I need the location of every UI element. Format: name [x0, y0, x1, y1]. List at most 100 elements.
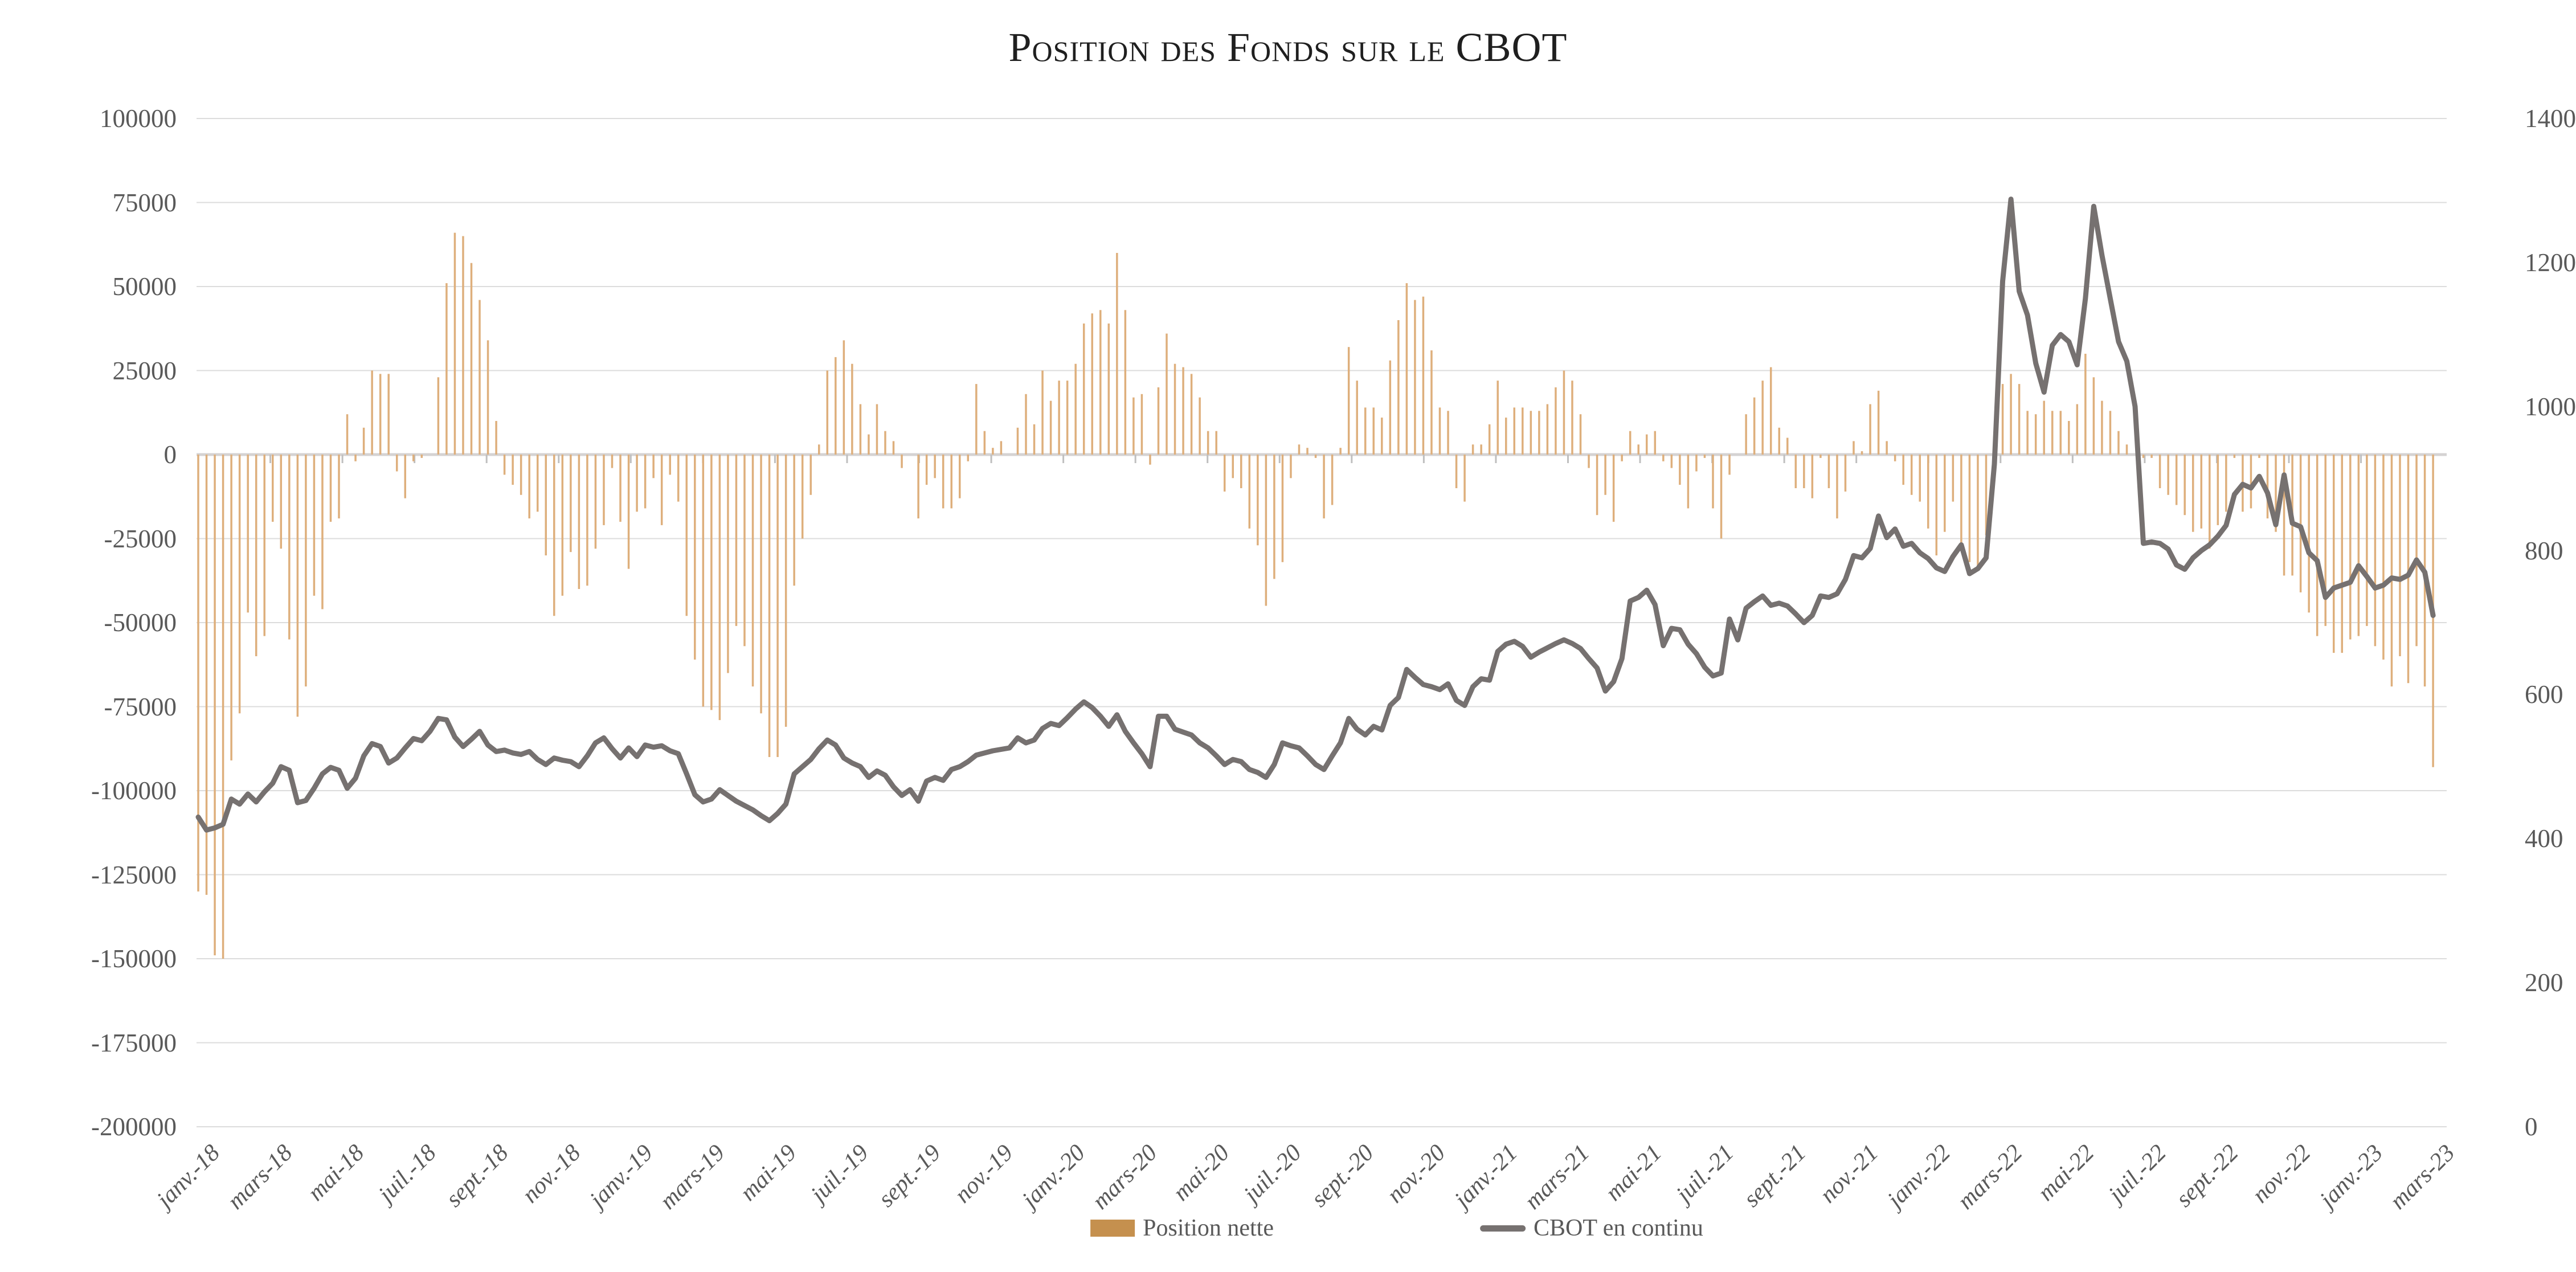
left-axis-tick-label: 75000	[112, 188, 177, 217]
bar-position-nette	[1546, 404, 1549, 455]
bar-position-nette	[2158, 455, 2161, 488]
bar-position-nette	[2258, 455, 2260, 458]
bar-position-nette	[1952, 455, 1955, 502]
bar-position-nette	[1157, 387, 1160, 455]
bar-position-nette	[868, 434, 870, 455]
right-axis-tick-label: 400	[2525, 824, 2563, 853]
bar-position-nette	[2001, 384, 2004, 455]
bar-position-nette	[1555, 387, 1557, 455]
bar-position-nette	[975, 384, 978, 455]
bar-position-nette	[1298, 444, 1301, 455]
bar-position-nette	[470, 263, 473, 455]
bar-position-nette	[1124, 310, 1127, 455]
left-axis-tick-label: -100000	[91, 776, 177, 805]
bar-position-nette	[801, 455, 804, 539]
bar-position-nette	[1323, 455, 1325, 519]
bar-position-nette	[553, 455, 555, 616]
bar-position-nette	[1588, 455, 1590, 468]
bar-position-nette	[2332, 455, 2335, 653]
bar-position-nette	[2018, 384, 2021, 455]
bar-position-nette	[2382, 455, 2385, 660]
x-axis-tick	[1567, 455, 1569, 463]
bar-position-nette	[545, 455, 547, 555]
bar-position-nette	[1240, 455, 1242, 488]
bar-position-nette	[1107, 323, 1110, 455]
bar-position-nette	[1389, 360, 1392, 455]
bar-position-nette	[296, 455, 299, 717]
bar-position-nette	[1504, 418, 1507, 455]
bar-position-nette	[2167, 455, 2169, 495]
bar-position-nette	[1596, 455, 1598, 516]
bar-position-nette	[1074, 363, 1077, 455]
right-axis-tick-label: 1200	[2525, 248, 2576, 277]
bar-position-nette	[2191, 455, 2194, 532]
bar-position-nette	[710, 455, 713, 710]
bar-position-nette	[1662, 455, 1665, 461]
bar-position-nette	[1571, 381, 1573, 455]
x-axis-tick	[990, 455, 992, 463]
legend-label-cbot: CBOT en continu	[1533, 1215, 1703, 1241]
bar-position-nette	[1819, 455, 1822, 458]
bar-position-nette	[669, 455, 671, 475]
bar-position-nette	[1066, 381, 1069, 455]
x-axis-tick	[1062, 455, 1065, 463]
bar-position-nette	[1339, 448, 1342, 455]
bar-position-nette	[280, 455, 283, 549]
bar-position-nette	[1886, 441, 1888, 455]
bar-position-nette	[2109, 411, 2112, 455]
bar-position-nette	[1712, 455, 1714, 509]
bar-position-nette	[404, 455, 406, 498]
bar-position-nette	[2390, 455, 2393, 687]
bar-position-nette	[1199, 397, 1201, 455]
bar-position-nette	[1190, 374, 1193, 455]
bar-position-nette	[644, 455, 647, 509]
bar-position-nette	[876, 404, 878, 455]
bar-position-nette	[2142, 455, 2145, 458]
bar-position-nette	[1960, 455, 1962, 549]
bar-position-nette	[1314, 455, 1317, 458]
bar-position-nette	[2349, 455, 2352, 640]
x-axis-tick	[1134, 455, 1136, 463]
bar-position-nette	[1016, 427, 1019, 455]
bar-position-nette	[371, 370, 373, 455]
bar-position-nette	[1173, 363, 1176, 455]
bar-position-nette	[603, 455, 605, 525]
bar-position-nette	[1877, 390, 1880, 455]
bar-position-nette	[479, 300, 481, 455]
bar-position-nette	[636, 455, 638, 512]
x-axis-tick	[1855, 455, 1858, 463]
bar-position-nette	[1853, 441, 1855, 455]
bar-position-nette	[826, 370, 829, 455]
bar-position-nette	[2299, 455, 2302, 592]
bar-position-nette	[901, 455, 903, 468]
bar-position-nette	[2341, 455, 2344, 653]
x-axis-tick	[1639, 455, 1641, 463]
bar-position-nette	[2200, 455, 2203, 529]
bar-position-nette	[1306, 448, 1309, 455]
x-axis-tick	[774, 455, 776, 463]
chart-title: Position des Fonds sur le CBOT	[1008, 24, 1568, 70]
bar-position-nette	[1935, 455, 1938, 555]
bar-position-nette	[1000, 441, 1003, 455]
right-axis-tick-label: 600	[2525, 680, 2563, 709]
right-axis-tick-label: 800	[2525, 536, 2563, 565]
bar-position-nette	[652, 455, 655, 478]
bar-position-nette	[329, 455, 332, 522]
right-axis-tick-label: 1400	[2525, 104, 2576, 133]
bar-position-nette	[1861, 451, 1863, 455]
bar-position-nette	[1703, 455, 1706, 458]
bar-position-nette	[851, 363, 853, 455]
bar-position-nette	[1687, 455, 1690, 509]
left-axis-tick-label: -175000	[91, 1028, 177, 1057]
bar-position-nette	[453, 232, 456, 455]
x-axis-tick	[2360, 455, 2362, 463]
bar-position-nette	[305, 455, 307, 687]
bar-position-nette	[321, 455, 324, 610]
bar-position-nette	[512, 455, 514, 485]
left-axis-tick-label: 50000	[112, 272, 177, 301]
bar-position-nette	[263, 455, 265, 636]
bar-position-nette	[619, 455, 621, 522]
bar-position-nette	[1761, 381, 1764, 455]
bar-position-nette	[1430, 350, 1433, 455]
